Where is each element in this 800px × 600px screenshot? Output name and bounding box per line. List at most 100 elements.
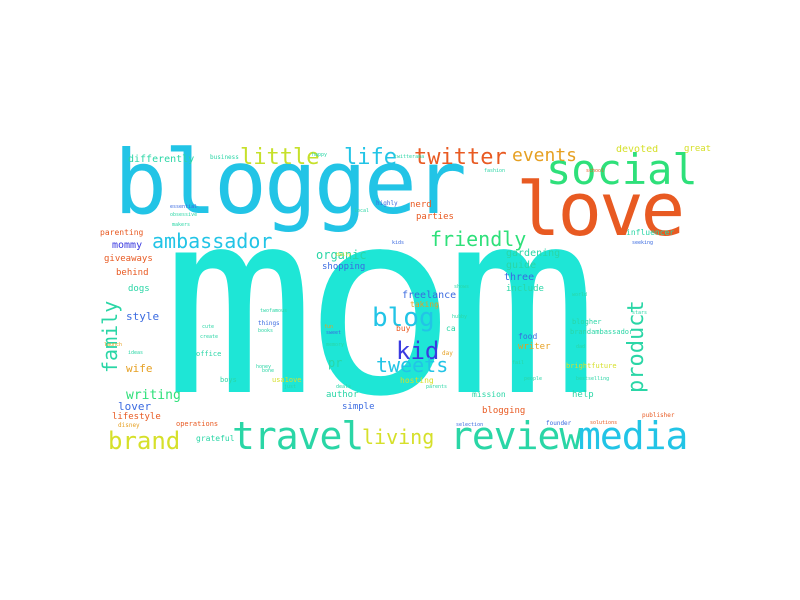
word-people: fail — [512, 360, 525, 366]
word-events: events — [512, 145, 578, 166]
word-devoted: devoted — [616, 145, 659, 155]
word-friendly: friendly — [430, 227, 527, 251]
word-dad: memory — [326, 342, 345, 348]
word-shows: things — [258, 320, 280, 327]
word-brand: brand — [108, 427, 181, 455]
word-create: highly — [376, 200, 398, 207]
word-behind: behind — [116, 268, 149, 278]
word-blogger: blogger — [114, 145, 467, 234]
word-little: little — [240, 145, 320, 170]
word-gardening: gardening — [506, 248, 561, 259]
word-kids: makers — [172, 222, 191, 228]
word-travel: travel — [232, 414, 364, 455]
word-ideas: just — [284, 384, 297, 390]
word-organic: organic — [316, 248, 367, 262]
word-food: writer — [518, 342, 551, 352]
word-simple: simple — [342, 402, 375, 412]
word-mommy: mommy — [112, 240, 143, 251]
word-tweets: tweets — [376, 353, 449, 377]
word-blog: blog — [372, 303, 435, 333]
word-fashion: happy — [312, 152, 328, 158]
word-style: style — [126, 310, 160, 323]
word-brandambassador: solutions — [590, 420, 618, 426]
word-giveaways: giveaways — [104, 254, 153, 264]
word-highly: twitterama — [394, 154, 425, 160]
word-guide: guide — [506, 260, 537, 271]
word-grateful: mission — [472, 390, 506, 399]
word-lover: lover — [118, 400, 152, 413]
word-family: family — [100, 300, 122, 373]
word-life: life — [344, 145, 397, 170]
word-hubby: twofamous — [260, 308, 288, 314]
word-usa1ove: operations — [176, 420, 219, 428]
word-fun: fashion — [484, 168, 506, 174]
word-parties: parties — [416, 212, 454, 222]
word-media: media — [578, 414, 688, 455]
word-dogs: dogs — [128, 284, 150, 294]
word-day: blogher — [572, 318, 602, 326]
word-help: help — [572, 390, 594, 400]
word-lifestyle: lifestyle — [112, 412, 161, 422]
word-ca: food — [518, 332, 538, 341]
word-coupon: ideas — [128, 350, 144, 356]
word-stars: deals — [336, 384, 352, 390]
word-twitter: twitter — [414, 145, 507, 170]
word-essential: hubby — [452, 314, 468, 320]
word-mom: mom — [162, 156, 599, 453]
word-obsessive: shows — [454, 284, 470, 290]
word-bestselling: parents — [426, 384, 448, 390]
word-blogher: brandambassador — [570, 328, 634, 336]
word-differently: differently — [128, 154, 195, 165]
word-boys: grateful — [196, 434, 235, 443]
word-just: fun — [324, 324, 334, 330]
word-memory: books — [258, 328, 274, 334]
word-seeking: school — [586, 168, 605, 174]
word-buy: ca — [446, 324, 456, 333]
word-business: essential — [170, 204, 198, 210]
word-brightfuture: selection — [456, 422, 484, 428]
word-great: great — [684, 145, 712, 154]
word-wife: wife — [126, 362, 153, 375]
word-deals: kids — [392, 240, 405, 246]
word-honey: create — [200, 334, 219, 340]
word-ambassador: ambassador — [152, 229, 273, 253]
word-twofamous: launch — [104, 342, 123, 348]
word-hosting: taking — [410, 300, 439, 309]
word-influencer: hosting — [400, 376, 434, 385]
word-include: include — [506, 284, 544, 294]
word-sweet: honey — [256, 364, 272, 370]
word-books: cute — [202, 324, 215, 330]
word-nerd: nerd — [410, 200, 432, 210]
word-taking: buy — [396, 324, 411, 333]
word-launch: bestselling — [576, 376, 610, 382]
word-three: three — [504, 272, 535, 283]
word-pr: pr — [328, 356, 343, 370]
word-writing: writing — [126, 388, 181, 403]
word-shopping: shopping — [322, 262, 366, 272]
word-blogging: blogging — [482, 406, 526, 416]
word-love: love — [516, 167, 685, 253]
word-bone: dad — [576, 344, 586, 350]
word-cloud: mom blogger love social travel review me… — [100, 145, 720, 455]
word-disney: boys — [220, 376, 237, 384]
word-kid: kid — [396, 337, 440, 365]
word-things: world — [572, 292, 588, 298]
word-founder: usa1ove — [272, 376, 302, 384]
word-living: living — [362, 425, 435, 449]
word-fail: office — [196, 350, 222, 358]
word-selection: founder — [546, 420, 572, 427]
word-solutions: disney — [118, 422, 140, 429]
word-parenting: parenting — [100, 228, 144, 237]
word-happy: bone — [262, 368, 275, 374]
word-operations: influencer — [626, 228, 675, 237]
word-publisher: people — [524, 376, 543, 382]
word-parents: day — [442, 350, 453, 357]
word-school: daily — [336, 252, 352, 258]
word-twitterama: obsessive — [170, 212, 198, 218]
word-homemaker: stars — [632, 310, 648, 316]
word-social: social — [546, 145, 698, 194]
word-freelance: freelance — [402, 290, 457, 301]
word-review: review — [450, 414, 582, 455]
word-world: publisher — [642, 412, 675, 419]
word-office: brightfuture — [566, 362, 617, 370]
